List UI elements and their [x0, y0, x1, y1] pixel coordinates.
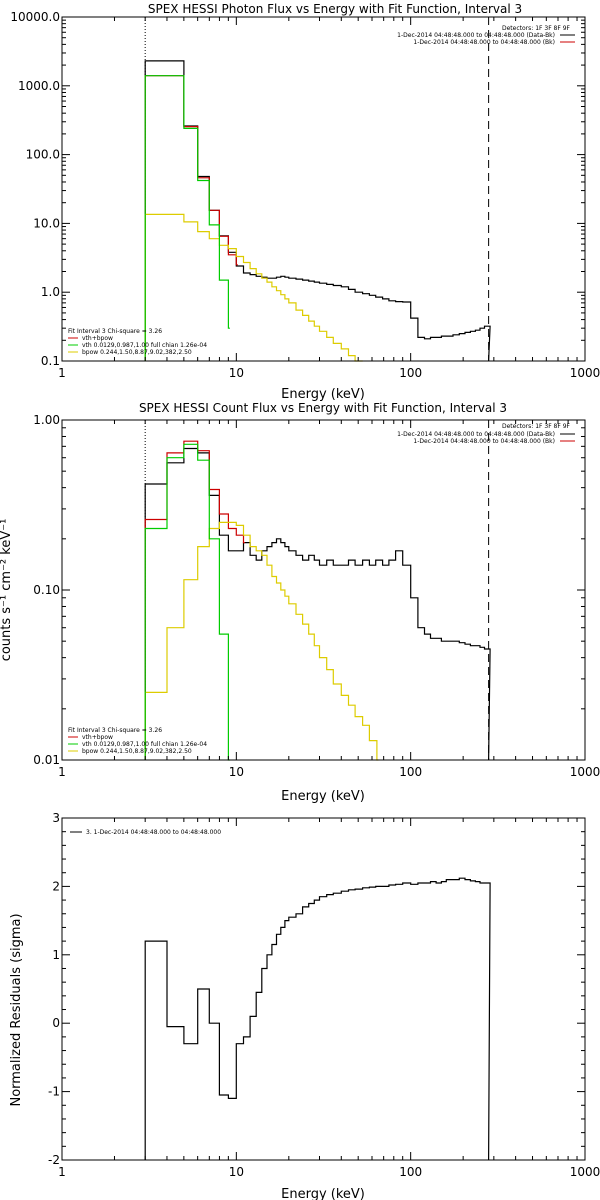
series-vth-line	[144, 443, 230, 761]
y-tick-label: 0.01	[33, 753, 60, 767]
legend-bpow: bpow 0.244,1.50,8.87,9.02,382,2.50	[82, 748, 192, 755]
residuals-frame	[61, 817, 586, 1161]
series-vth-bpow-line	[144, 75, 238, 361]
x-tick-label: 100	[399, 366, 422, 380]
photon-flux-axes: 1 10 100 1000 0.1 1.0 10.0 100.0 1000.0 10000.0	[10, 10, 600, 380]
residuals-axes: 1 10 100 1000 -2 -1 0 1 2 3	[48, 811, 600, 1179]
photon-flux-xlabel: Energy (keV)	[281, 387, 365, 402]
y-tick-label: 1.0	[41, 285, 60, 299]
series-vth-line	[144, 75, 230, 361]
y-tick-label: 0.1	[41, 354, 60, 368]
photon-flux-legend-top: Detectors: 1F 3F 8F 9F 1-Dec-2014 04:48:…	[397, 25, 575, 46]
count-flux-title: SPEX HESSI Count Flux vs Energy with Fit…	[139, 401, 507, 415]
x-tick-label: 1000	[570, 765, 600, 779]
y-tick-label: 10.0	[33, 216, 60, 230]
count-flux-legend-bottom: Fit Interval 3 Chi-square = 3.26 vth+bpo…	[68, 727, 207, 755]
x-tick-label: 1000	[570, 366, 600, 380]
residuals-panel: 1 10 100 1000 -2 -1 0 1 2 3 Energy (keV) Normaliz…	[9, 811, 600, 1200]
series-vth-bpow-line	[144, 440, 245, 760]
y-tick-label: -2	[48, 1153, 60, 1167]
count-flux-ylabel: counts s⁻¹ cm⁻² keV⁻¹	[0, 519, 14, 662]
photon-flux-panel: SPEX HESSI Photon Flux vs Energy with Fi…	[10, 2, 600, 402]
series-bpow-line	[144, 213, 363, 362]
legend-data-bk: 1-Dec-2014 04:48:48.000 to 04:48:48.000 …	[397, 431, 555, 438]
x-tick-label: 100	[399, 765, 422, 779]
count-flux-panel: SPEX HESSI Count Flux vs Energy with Fit…	[0, 401, 600, 804]
legend-bk: 1-Dec-2014 04:48:48.000 to 04:48:48.000 …	[413, 39, 555, 46]
y-tick-label: 2	[52, 879, 60, 893]
series-bpow-line	[144, 521, 379, 761]
photon-flux-series	[144, 17, 491, 362]
legend-residuals: 3. 1-Dec-2014 04:48:48.000 to 04:48:48.0…	[86, 829, 221, 836]
x-tick-label: 10	[229, 765, 244, 779]
legend-vth: vth 0.0129,0.987,1.00 full chian 1.26e-0…	[82, 741, 207, 748]
residuals-legend: 3. 1-Dec-2014 04:48:48.000 to 04:48:48.0…	[70, 829, 221, 836]
legend-fit-interval: Fit Interval 3 Chi-square = 3.26	[68, 328, 162, 335]
y-tick-label: 1000.0	[18, 79, 60, 93]
count-flux-series	[144, 420, 491, 761]
legend-vth: vth 0.0129,0.987,1.00 full chian 1.26e-0…	[82, 342, 207, 349]
legend-detectors: Detectors: 1F 3F 8F 9F	[502, 423, 571, 430]
residuals-xlabel: Energy (keV)	[281, 1187, 365, 1200]
residuals-ylabel: Normalized Residuals (sigma)	[9, 913, 24, 1106]
y-tick-label: 1.00	[33, 413, 60, 427]
photon-flux-frame	[61, 16, 586, 362]
y-tick-label: 0.10	[33, 583, 60, 597]
legend-data-bk: 1-Dec-2014 04:48:48.000 to 04:48:48.000 …	[397, 32, 555, 39]
photon-flux-legend-bottom: Fit Interval 3 Chi-square = 3.26 vth+bpo…	[68, 328, 207, 356]
y-tick-label: 0	[52, 1016, 60, 1030]
count-flux-legend-top: Detectors: 1F 3F 8F 9F 1-Dec-2014 04:48:…	[397, 423, 575, 445]
legend-total: vth+bpow	[82, 734, 113, 741]
x-tick-label: 1	[58, 1165, 66, 1179]
x-tick-label: 10	[229, 1165, 244, 1179]
x-tick-label: 100	[399, 1165, 422, 1179]
y-tick-label: 3	[52, 811, 60, 825]
legend-total: vth+bpow	[82, 335, 113, 342]
count-flux-xlabel: Energy (keV)	[281, 789, 365, 804]
x-tick-label: 1	[58, 765, 66, 779]
count-flux-frame	[61, 419, 586, 761]
y-tick-label: 1	[52, 948, 60, 962]
y-tick-label: 10000.0	[10, 10, 60, 24]
x-tick-label: 1000	[570, 1165, 600, 1179]
y-tick-label: 100.0	[26, 148, 60, 162]
photon-flux-title: SPEX HESSI Photon Flux vs Energy with Fi…	[148, 2, 522, 16]
y-tick-label: -1	[48, 1085, 60, 1099]
residuals-series	[144, 877, 491, 1161]
series-residuals-line	[144, 877, 491, 1161]
series-data-bk-line	[144, 60, 491, 362]
x-tick-label: 10	[229, 366, 244, 380]
legend-bk: 1-Dec-2014 04:48:48.000 to 04:48:48.000 …	[413, 438, 555, 445]
count-flux-axes: 1 10 100 1000 0.01 0.10 1.00	[33, 413, 600, 779]
legend-fit-interval: Fit Interval 3 Chi-square = 3.26	[68, 727, 162, 734]
series-data-bk-line	[144, 447, 491, 761]
x-tick-label: 1	[58, 366, 66, 380]
legend-detectors: Detectors: 1F 3F 8F 9F	[502, 25, 571, 32]
legend-bpow: bpow 0.244,1.50,8.87,9.02,382,2.50	[82, 349, 192, 356]
